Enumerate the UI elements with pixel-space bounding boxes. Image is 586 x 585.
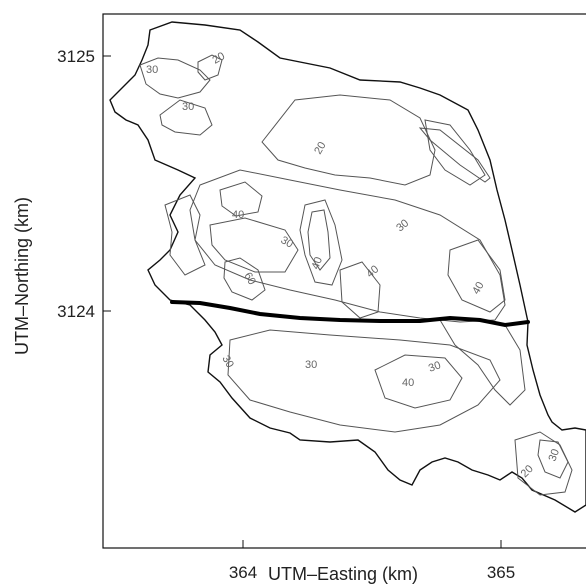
contour-40-b (209, 217, 299, 273)
contour-nw-30 (139, 57, 211, 99)
contour-label-10: 40 (470, 280, 487, 297)
contour-lines (139, 54, 573, 496)
contour-label-3: 30 (182, 101, 194, 113)
contour-label-1: 30 (146, 64, 158, 76)
profile-line (170, 300, 530, 328)
x-axis-label: UTM–Easting (km) (268, 564, 418, 584)
contour-nw-20 (197, 54, 223, 81)
contour-label-14: 40 (402, 377, 414, 389)
contour-inner-50 (307, 209, 331, 271)
contour-label-4: 20 (312, 140, 329, 157)
contour-40-c (299, 199, 343, 286)
contour-west-30b (164, 194, 206, 276)
x-tick-label-364: 364 (229, 563, 257, 582)
contour-label-6: 30 (279, 234, 296, 251)
contour-label-12: 30 (219, 354, 236, 371)
y-axis-label: UTM–Northing (km) (12, 197, 32, 355)
contour-60 (223, 257, 266, 301)
contour-ne-detail (418, 127, 491, 183)
contour-label-17: 30 (547, 447, 562, 463)
contour-ne-20 (424, 119, 486, 186)
survey-boundary (109, 21, 586, 513)
contour-se-20 (514, 431, 573, 496)
contour-label-5: 40 (232, 209, 244, 221)
x-tick-label-365: 365 (487, 563, 515, 582)
contour-40-e (447, 239, 506, 313)
contour-central-30 (189, 169, 506, 323)
contour-label-8: 40 (310, 255, 325, 271)
contour-label-2: 20 (211, 50, 228, 67)
contour-40-d (339, 261, 381, 319)
y-tick-label-3124: 3124 (57, 302, 95, 321)
y-tick-label-3125: 3125 (57, 47, 95, 66)
contour-label-9: 40 (364, 263, 381, 280)
contour-label-7: 30 (394, 217, 411, 234)
contour-label-13: 30 (305, 359, 317, 371)
contour-w-30 (159, 99, 213, 136)
contour-label-15: 30 (427, 359, 443, 374)
plot-frame (102, 13, 586, 549)
contour-40-a (219, 181, 263, 217)
contour-south-40 (374, 354, 463, 409)
contour-southeast-30 (439, 317, 526, 406)
contour-se-30 (537, 439, 569, 479)
contour-south-30 (227, 329, 501, 433)
contour-n-20 (261, 94, 436, 186)
contour-label-11: 60 (241, 271, 258, 288)
